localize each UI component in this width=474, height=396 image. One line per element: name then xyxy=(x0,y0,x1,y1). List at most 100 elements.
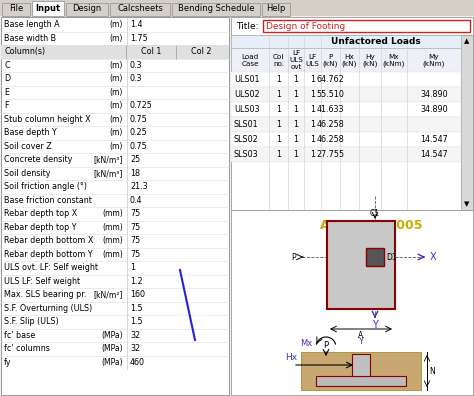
Text: Col: Col xyxy=(273,53,284,59)
Text: 1: 1 xyxy=(276,120,281,129)
Text: Mx: Mx xyxy=(300,339,312,348)
Text: 0.75: 0.75 xyxy=(130,142,148,151)
Text: 1: 1 xyxy=(310,120,315,129)
Text: Design: Design xyxy=(73,4,101,13)
Text: 1: 1 xyxy=(310,150,315,159)
Text: 1: 1 xyxy=(293,150,299,159)
Text: F: F xyxy=(4,101,9,110)
Text: (m): (m) xyxy=(109,20,123,29)
Text: 1: 1 xyxy=(293,90,299,99)
Text: 0.3: 0.3 xyxy=(130,74,143,83)
Text: no.: no. xyxy=(273,61,284,67)
Text: Case: Case xyxy=(241,61,259,67)
Bar xyxy=(32,1,64,16)
Text: (mm): (mm) xyxy=(102,223,123,232)
Bar xyxy=(461,35,473,210)
Text: Title:: Title: xyxy=(236,21,258,30)
Text: N: N xyxy=(429,367,435,375)
Text: 1: 1 xyxy=(310,105,315,114)
Text: 34.890: 34.890 xyxy=(420,105,448,114)
Text: ACI 318 - 2005: ACI 318 - 2005 xyxy=(320,219,422,232)
Text: (m): (m) xyxy=(109,142,123,151)
Text: 21.3: 21.3 xyxy=(130,182,147,191)
Text: 27.755: 27.755 xyxy=(317,150,345,159)
Text: 55.510: 55.510 xyxy=(317,90,345,99)
Text: 75: 75 xyxy=(130,223,140,232)
Text: 75: 75 xyxy=(130,236,140,245)
Text: 1.4: 1.4 xyxy=(130,20,143,29)
Text: My: My xyxy=(429,53,439,59)
Text: (MPa): (MPa) xyxy=(101,344,123,353)
Text: 0.4: 0.4 xyxy=(130,196,143,205)
Bar xyxy=(231,87,461,102)
Text: SLS01: SLS01 xyxy=(234,120,259,129)
Text: [kN/m²]: [kN/m²] xyxy=(94,290,123,299)
Text: (kN): (kN) xyxy=(323,60,338,67)
Text: (kN): (kN) xyxy=(342,60,357,67)
Text: C: C xyxy=(4,61,9,70)
Text: Base depth Y: Base depth Y xyxy=(4,128,57,137)
Text: Hx: Hx xyxy=(285,354,297,362)
Bar xyxy=(231,132,461,147)
Text: X: X xyxy=(373,360,379,369)
Text: 160: 160 xyxy=(130,290,145,299)
Text: 0.25: 0.25 xyxy=(130,128,148,137)
Text: P: P xyxy=(323,341,328,350)
Text: (MPa): (MPa) xyxy=(101,358,123,367)
Text: 1: 1 xyxy=(310,135,315,144)
Text: 1.75: 1.75 xyxy=(130,34,148,43)
Text: Load: Load xyxy=(241,53,259,59)
Bar xyxy=(231,210,473,395)
Text: ULS LF: Self weight: ULS LF: Self weight xyxy=(4,277,80,286)
Text: C1: C1 xyxy=(370,209,380,217)
Text: 0.75: 0.75 xyxy=(130,115,148,124)
Text: Base width B: Base width B xyxy=(4,34,56,43)
Text: 14.547: 14.547 xyxy=(420,150,448,159)
Text: 1: 1 xyxy=(310,90,315,99)
Text: (mm): (mm) xyxy=(102,250,123,259)
Text: 1.5: 1.5 xyxy=(130,317,143,326)
Text: SLS03: SLS03 xyxy=(234,150,259,159)
Text: 18: 18 xyxy=(130,169,140,178)
Text: D1: D1 xyxy=(386,253,397,261)
Text: (mm): (mm) xyxy=(102,236,123,245)
Bar xyxy=(231,48,461,72)
Text: 1: 1 xyxy=(276,105,281,114)
Text: Base length A: Base length A xyxy=(4,20,60,29)
Text: 1: 1 xyxy=(276,75,281,84)
Text: ULS03: ULS03 xyxy=(234,105,259,114)
Text: Column(s): Column(s) xyxy=(4,47,45,56)
Text: 34.890: 34.890 xyxy=(420,90,448,99)
Text: fc' base: fc' base xyxy=(4,331,35,340)
Text: Col 1: Col 1 xyxy=(141,47,161,56)
Text: P: P xyxy=(292,253,296,261)
Bar xyxy=(231,35,473,210)
Text: 1: 1 xyxy=(293,105,299,114)
Text: 460: 460 xyxy=(130,358,145,367)
Text: (m): (m) xyxy=(109,88,123,97)
Text: 14.547: 14.547 xyxy=(420,135,448,144)
Text: 1: 1 xyxy=(293,135,299,144)
Text: LF: LF xyxy=(309,53,317,59)
Text: Help: Help xyxy=(266,4,286,13)
Bar xyxy=(327,221,395,309)
Text: ovt: ovt xyxy=(290,64,302,70)
Text: Rebar depth top X: Rebar depth top X xyxy=(4,209,77,218)
Text: 1: 1 xyxy=(276,135,281,144)
Text: X: X xyxy=(430,252,437,262)
Text: ULS02: ULS02 xyxy=(234,90,260,99)
Text: Soil cover Z: Soil cover Z xyxy=(4,142,52,151)
Text: 32: 32 xyxy=(130,331,140,340)
Bar xyxy=(0,0,474,16)
Text: S.F. Slip (ULS): S.F. Slip (ULS) xyxy=(4,317,59,326)
Text: A: A xyxy=(358,331,364,339)
Text: ULS: ULS xyxy=(306,61,319,67)
Text: 1: 1 xyxy=(276,90,281,99)
Text: ULS01: ULS01 xyxy=(234,75,259,84)
Bar xyxy=(1,17,229,395)
Text: ▼: ▼ xyxy=(465,201,470,207)
Bar xyxy=(110,3,170,16)
Text: 1: 1 xyxy=(293,120,299,129)
Text: (kN): (kN) xyxy=(362,60,378,67)
Text: 25: 25 xyxy=(130,155,140,164)
